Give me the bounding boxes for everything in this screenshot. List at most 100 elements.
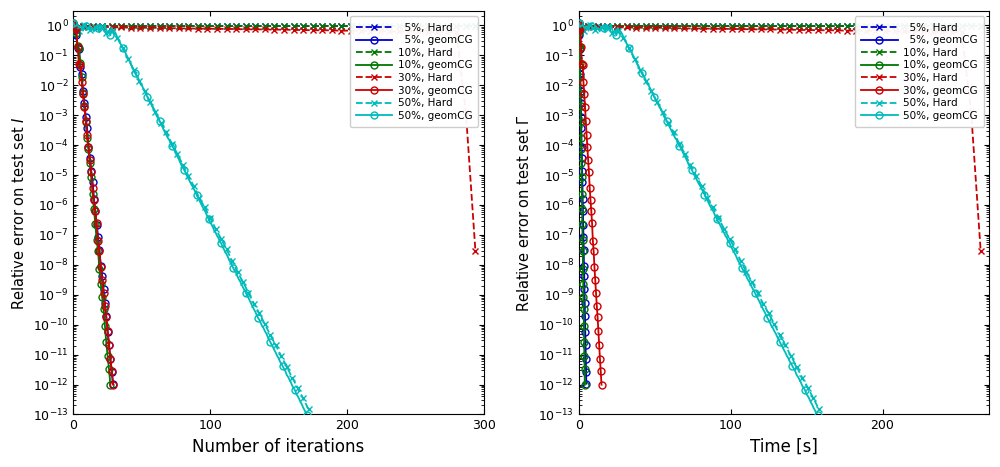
-   5%, Hard: [144, 23, 156, 28]
- 50%, Hard: [281, 364, 293, 369]
- 10%, Hard: [956, 23, 968, 29]
-   5%, geomCG: [92, 234, 104, 240]
- 10%, Hard: [134, 23, 146, 29]
- 30%, Hard: [764, 27, 776, 32]
- 10%, Hard: [774, 23, 786, 29]
- 30%, Hard: [774, 27, 786, 32]
- 10%, Hard: [783, 23, 795, 29]
-   5%, geomCG: [574, 64, 586, 70]
- 10%, geomCG: [99, 323, 111, 328]
-   5%, geomCG: [95, 263, 107, 269]
-   5%, Hard: [802, 23, 814, 28]
- 50%, Hard: [640, 78, 652, 84]
- 50%, geomCG: [778, 347, 790, 353]
- 30%, Hard: [115, 25, 127, 30]
- 10%, geomCG: [88, 206, 100, 212]
- 10%, geomCG: [573, 43, 585, 49]
- 50%, Hard: [785, 354, 797, 359]
- 10%, Hard: [668, 23, 680, 29]
- 50%, Hard: [221, 247, 233, 252]
- 30%, Hard: [355, 28, 367, 34]
-   5%, geomCG: [577, 223, 589, 228]
- 30%, geomCG: [80, 118, 92, 123]
- 10%, geomCG: [73, 45, 85, 51]
- 10%, geomCG: [574, 90, 586, 95]
-   5%, Hard: [316, 23, 328, 28]
-   5%, geomCG: [577, 196, 589, 202]
- 30%, Hard: [326, 28, 338, 33]
- 30%, geomCG: [581, 144, 593, 149]
-   5%, geomCG: [578, 263, 590, 269]
- 30%, Hard: [812, 28, 824, 33]
- 50%, Hard: [740, 269, 752, 275]
- 10%, Hard: [573, 23, 585, 29]
- 50%, Hard: [139, 88, 151, 93]
-   5%, Hard: [822, 23, 834, 28]
- 50%, Hard: [774, 332, 786, 338]
- 10%, Hard: [182, 23, 194, 29]
- 10%, Hard: [335, 23, 347, 29]
- 30%, geomCG: [588, 249, 600, 255]
- 50%, Hard: [160, 129, 172, 135]
- 30%, geomCG: [574, 24, 586, 30]
- 50%, Hard: [634, 67, 646, 72]
- 30%, Hard: [393, 28, 405, 34]
-   5%, Hard: [422, 23, 434, 28]
- 10%, Hard: [841, 23, 853, 29]
- 50%, geomCG: [223, 258, 235, 263]
- 10%, geomCG: [78, 104, 90, 109]
- 50%, Hard: [133, 78, 145, 84]
- 50%, Hard: [684, 162, 696, 168]
- 10%, Hard: [860, 23, 872, 29]
-   5%, Hard: [345, 23, 357, 28]
- 10%, geomCG: [574, 45, 586, 51]
- 50%, Hard: [84, 27, 96, 33]
- 30%, geomCG: [91, 221, 103, 226]
- 50%, Hard: [264, 332, 276, 338]
-   5%, geomCG: [76, 71, 88, 77]
- 50%, Hard: [623, 45, 635, 51]
- 10%, Hard: [630, 23, 642, 29]
-   5%, Hard: [431, 23, 443, 28]
- 30%, geomCG: [81, 132, 93, 138]
-   5%, Hard: [735, 23, 747, 28]
-   5%, Hard: [402, 23, 414, 28]
-   5%, Hard: [764, 23, 776, 28]
-   5%, geomCG: [80, 114, 92, 120]
- 50%, Hard: [657, 109, 669, 115]
- 10%, Hard: [726, 23, 738, 29]
-   5%, geomCG: [88, 196, 100, 202]
-   5%, geomCG: [107, 381, 119, 387]
- 10%, Hard: [802, 23, 814, 29]
- 10%, geomCG: [579, 382, 591, 388]
- 30%, Hard: [841, 28, 853, 34]
-   5%, Hard: [582, 23, 594, 28]
- 10%, Hard: [898, 23, 910, 29]
- 30%, Hard: [297, 27, 309, 33]
-   5%, Hard: [460, 23, 472, 28]
- 30%, Hard: [822, 28, 834, 33]
- 50%, Hard: [122, 57, 134, 62]
- 10%, Hard: [106, 23, 118, 29]
- 30%, geomCG: [67, 22, 79, 28]
- 50%, geomCG: [244, 298, 256, 304]
- 30%, geomCG: [82, 144, 94, 149]
- 50%, Hard: [813, 407, 825, 412]
- 10%, Hard: [745, 23, 757, 29]
- 30%, geomCG: [584, 185, 596, 191]
- 30%, geomCG: [107, 382, 119, 388]
- 50%, Hard: [645, 88, 657, 93]
-   5%, Hard: [335, 23, 347, 28]
-   5%, Hard: [77, 23, 89, 28]
-   5%, geomCG: [77, 89, 89, 94]
-   5%, Hard: [163, 23, 175, 28]
-   5%, Hard: [659, 23, 671, 28]
-   5%, Hard: [326, 23, 338, 28]
-   5%, Hard: [621, 23, 633, 28]
- 30%, Hard: [860, 28, 872, 34]
- 30%, geomCG: [93, 249, 105, 255]
- 30%, geomCG: [95, 264, 107, 269]
- 30%, Hard: [678, 26, 690, 31]
- 10%, Hard: [831, 23, 843, 29]
- 30%, Hard: [793, 27, 805, 33]
